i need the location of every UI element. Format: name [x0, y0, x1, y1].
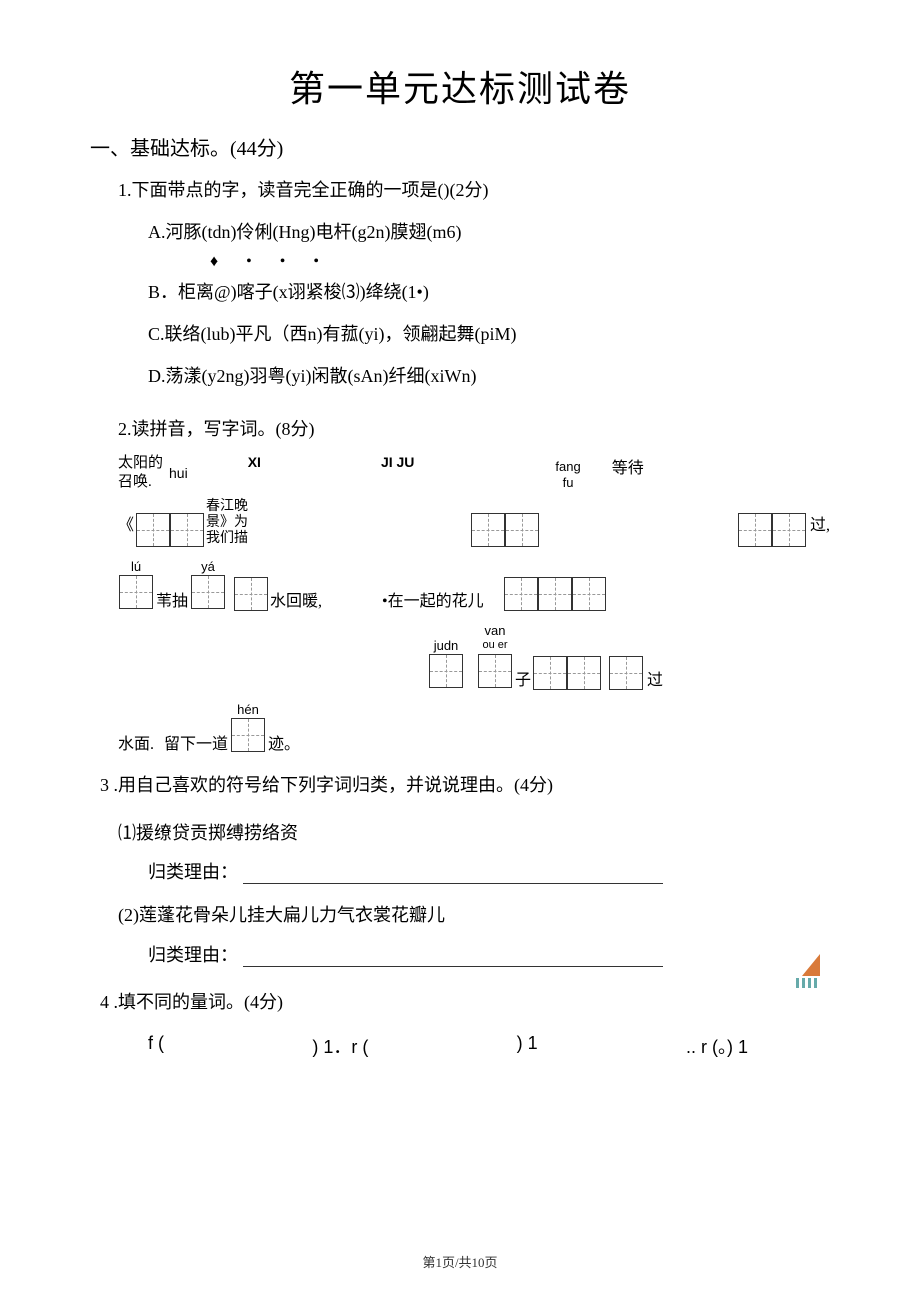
- q3-reason-1: 归类理由：: [148, 858, 830, 884]
- pinyin-fu: fu: [563, 475, 574, 490]
- q4-cell: .. r (。) 1: [686, 1033, 748, 1059]
- q2-txt: 水回暖,: [270, 587, 322, 611]
- q3-reason-2: 归类理由：: [148, 941, 830, 967]
- q2-txt: 水面.: [118, 730, 154, 754]
- pinyin-jiju: JI JU: [381, 454, 414, 470]
- q3-sub2: (2)莲蓬花骨朵儿挂大扁儿力气衣裳花瓣儿: [118, 898, 830, 932]
- section-1-header: 一、基础达标。(44分): [90, 132, 830, 161]
- char-box[interactable]: [738, 513, 772, 547]
- q4-stem: 4 .填不同的量词。(4分): [100, 985, 830, 1019]
- char-box[interactable]: [136, 513, 170, 547]
- char-box[interactable]: [504, 577, 538, 611]
- char-box[interactable]: [572, 577, 606, 611]
- decor-icon: [796, 954, 824, 994]
- char-box[interactable]: [567, 656, 601, 690]
- char-box[interactable]: [119, 575, 153, 609]
- q2-txt: •在一起的花儿: [382, 587, 484, 611]
- page-title: 第一单元达标测试卷: [90, 60, 830, 112]
- q2-txt: 过,: [810, 511, 830, 535]
- q4-cell: f (: [148, 1033, 164, 1059]
- reason-label: 归类理由：: [148, 862, 238, 882]
- q1-dots: ♦ • • •: [210, 257, 830, 267]
- char-box[interactable]: [772, 513, 806, 547]
- q2-area: 太阳的 召唤. hui XI JI JU fang fu 等待 《 春江晚 景》…: [118, 454, 830, 754]
- q2-txt: 迹。: [268, 730, 300, 754]
- q1-option-d: D.荡漾(y2ng)羽粤(yi)闲散(sAn)纤细(xiWn): [148, 359, 830, 393]
- char-box[interactable]: [538, 577, 572, 611]
- char-box[interactable]: [191, 575, 225, 609]
- q2-txt: 召唤.: [118, 473, 163, 493]
- char-box[interactable]: [609, 656, 643, 690]
- reason-blank[interactable]: [243, 865, 663, 885]
- q2-txt: 苇抽: [156, 587, 188, 611]
- q2-txt: 《: [118, 511, 134, 535]
- char-box[interactable]: [170, 513, 204, 547]
- q4-row: f ( ) 1．r ( ) 1 .. r (。) 1: [148, 1033, 748, 1059]
- q1-stem: 1.下面带点的字，读音完全正确的一项是()(2分): [118, 173, 830, 207]
- q2-txt: 过: [647, 666, 663, 690]
- q3-sub1: ⑴援缭贷贡掷缚捞络资: [118, 816, 830, 850]
- q2-txt: 春江晚 景》为 我们描: [206, 499, 276, 547]
- q2-txt: 留下一道: [164, 730, 228, 754]
- reason-blank[interactable]: [243, 947, 663, 967]
- pinyin-fang: fang: [555, 459, 580, 474]
- q2-txt: ou er: [482, 639, 507, 653]
- char-box[interactable]: [234, 577, 268, 611]
- q4-cell: ) 1．r (: [312, 1033, 368, 1059]
- pinyin-lu: lú: [131, 559, 141, 574]
- q1-option-c: C.联络(lub)平凡（西n)有菰(yi)，领翩起舞(piM): [148, 317, 830, 351]
- q2-stem: 2.读拼音，写字词。(8分): [118, 412, 830, 446]
- char-box[interactable]: [429, 654, 463, 688]
- char-box[interactable]: [533, 656, 567, 690]
- pinyin-xi: XI: [248, 454, 261, 470]
- q2-txt: 子: [515, 666, 531, 690]
- q2-txt: 等待: [612, 454, 644, 478]
- q1-option-b: B．柜离@)喀子(x诩紧梭⑶)绛绕(1•): [148, 275, 830, 309]
- pinyin-ya: yá: [201, 559, 215, 574]
- char-box[interactable]: [478, 654, 512, 688]
- q1-option-a: A.河豚(tdn)伶俐(Hng)电杆(g2n)膜翅(m6): [148, 215, 830, 249]
- pinyin-van: van: [485, 623, 506, 638]
- q2-txt: 太阳的: [118, 454, 163, 474]
- pinyin-hen: hén: [237, 702, 259, 717]
- page-footer: 第1页/共10页: [0, 1252, 920, 1271]
- char-box[interactable]: [231, 718, 265, 752]
- reason-label: 归类理由：: [148, 945, 238, 965]
- char-box[interactable]: [471, 513, 505, 547]
- q4-cell: ) 1: [517, 1033, 538, 1059]
- q3-stem: 3 .用自己喜欢的符号给下列字词归类，并说说理由。(4分): [100, 768, 830, 802]
- pinyin-judn: judn: [434, 638, 459, 653]
- pinyin-hui: hui: [169, 465, 188, 481]
- char-box[interactable]: [505, 513, 539, 547]
